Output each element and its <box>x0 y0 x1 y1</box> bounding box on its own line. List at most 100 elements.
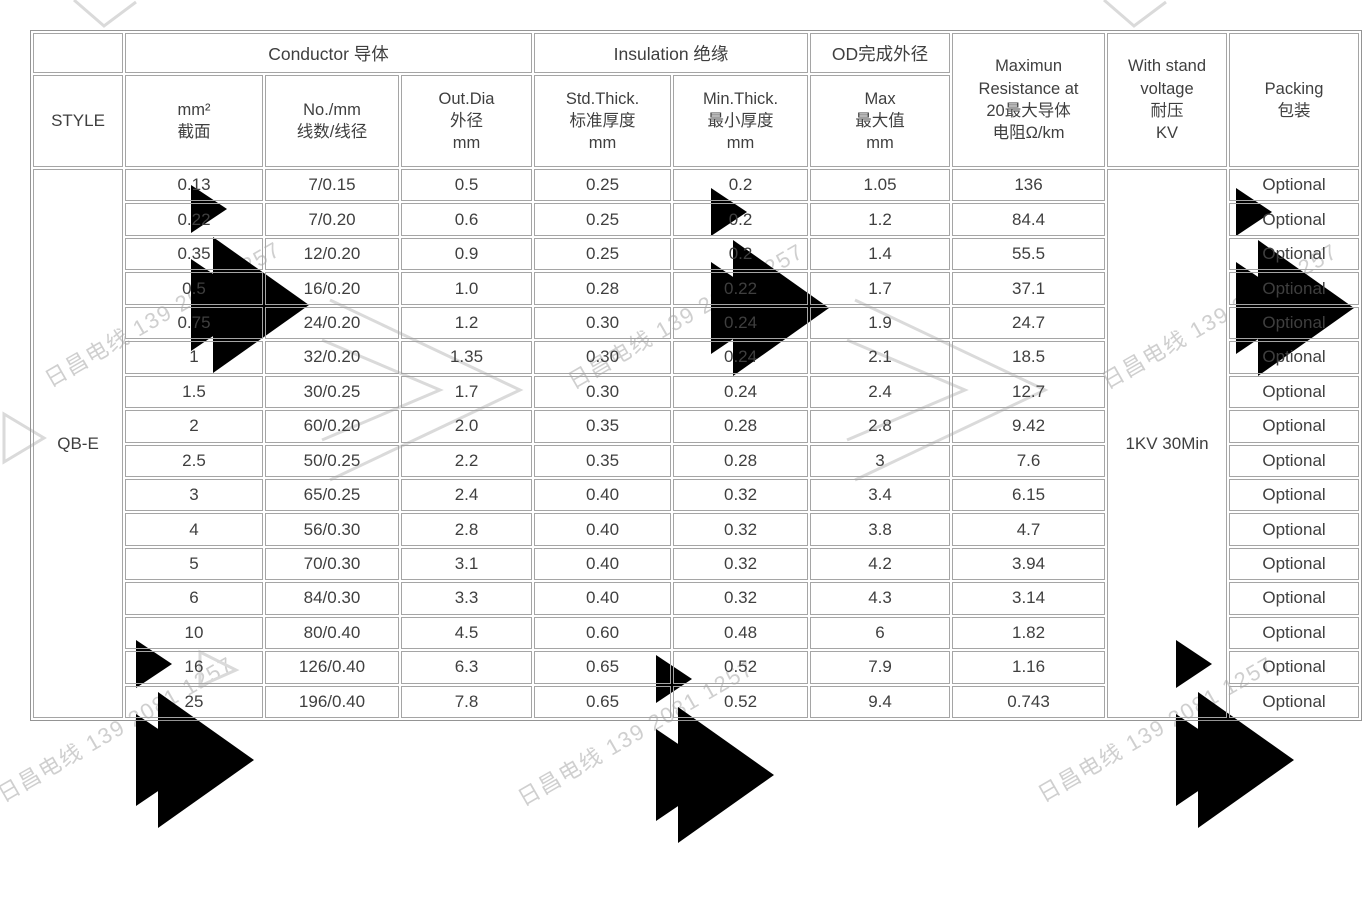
table-row: 10 80/0.40 4.5 0.60 0.48 6 1.82 Optional <box>33 616 1360 650</box>
data-cell: 0.24 <box>673 306 809 340</box>
data-cell: 0.40 <box>534 513 672 546</box>
data-cell: 4.5 <box>401 616 533 650</box>
data-cell: 0.48 <box>673 616 809 650</box>
data-cell: 4.3 <box>810 582 951 615</box>
data-cell: 0.25 <box>534 237 672 271</box>
packing-cell: Optional <box>1229 272 1360 305</box>
data-cell: 0.2 <box>673 203 809 236</box>
header-style: STYLE <box>33 75 123 167</box>
data-cell: 0.35 <box>125 237 263 271</box>
data-cell: 1.9 <box>810 306 951 340</box>
data-cell: 0.25 <box>534 203 672 236</box>
data-cell: 1.05 <box>810 169 951 202</box>
data-cell: 0.22 <box>673 272 809 305</box>
data-cell: 4 <box>125 513 263 546</box>
data-cell: 0.65 <box>534 685 672 718</box>
data-cell: 0.32 <box>673 513 809 546</box>
data-cell: 0.5 <box>125 272 263 305</box>
data-cell: 0.30 <box>534 341 672 374</box>
data-cell: 0.2 <box>673 169 809 202</box>
data-cell: 7/0.20 <box>265 203 399 236</box>
packing-cell: Optional <box>1229 444 1360 477</box>
data-cell: 6 <box>125 582 263 615</box>
packing-cell: Optional <box>1229 685 1360 718</box>
data-cell: 1.2 <box>401 306 533 340</box>
data-cell: 0.6 <box>401 203 533 236</box>
watermark-triangle-icon <box>73 0 137 28</box>
data-cell: 1.82 <box>952 616 1106 650</box>
data-cell: 0.75 <box>125 306 263 340</box>
packing-cell: Optional <box>1229 547 1360 581</box>
data-cell: 3.3 <box>401 582 533 615</box>
data-cell: 6.15 <box>952 478 1106 512</box>
data-cell: 1.16 <box>952 651 1106 684</box>
data-cell: 0.32 <box>673 582 809 615</box>
data-cell: 3.94 <box>952 547 1106 581</box>
data-cell: 0.5 <box>401 169 533 202</box>
data-cell: 0.52 <box>673 685 809 718</box>
data-cell: 55.5 <box>952 237 1106 271</box>
data-cell: 196/0.40 <box>265 685 399 718</box>
withstand-cell: 1KV 30Min <box>1107 169 1228 718</box>
data-cell: 6.3 <box>401 651 533 684</box>
data-cell: 1.35 <box>401 341 533 374</box>
header-no-mm: No./mm 线数/线径 <box>265 75 399 167</box>
cable-spec-table: Conductor 导体 Insulation 绝缘 OD完成外径 Maximu… <box>30 30 1363 721</box>
data-cell: 3 <box>810 444 951 477</box>
data-cell: 7.6 <box>952 444 1106 477</box>
packing-cell: Optional <box>1229 169 1360 202</box>
data-cell: 16 <box>125 651 263 684</box>
data-cell: 0.60 <box>534 616 672 650</box>
data-cell: 18.5 <box>952 341 1106 374</box>
data-cell: 84.4 <box>952 203 1106 236</box>
data-cell: 0.40 <box>534 582 672 615</box>
data-cell: 2.4 <box>401 478 533 512</box>
data-cell: 1.5 <box>125 375 263 409</box>
data-cell: 3.14 <box>952 582 1106 615</box>
header-mm2: mm² 截面 <box>125 75 263 167</box>
data-cell: 3.4 <box>810 478 951 512</box>
data-cell: 126/0.40 <box>265 651 399 684</box>
packing-cell: Optional <box>1229 306 1360 340</box>
data-cell: 1.7 <box>810 272 951 305</box>
data-cell: 60/0.20 <box>265 410 399 443</box>
header-std-thick: Std.Thick. 标准厚度 mm <box>534 75 672 167</box>
data-cell: 0.28 <box>534 272 672 305</box>
packing-cell: Optional <box>1229 478 1360 512</box>
data-cell: 0.22 <box>125 203 263 236</box>
data-cell: 2.1 <box>810 341 951 374</box>
packing-cell: Optional <box>1229 616 1360 650</box>
packing-cell: Optional <box>1229 203 1360 236</box>
data-cell: 10 <box>125 616 263 650</box>
data-cell: 3 <box>125 478 263 512</box>
data-cell: 37.1 <box>952 272 1106 305</box>
data-cell: 7.8 <box>401 685 533 718</box>
data-cell: 0.65 <box>534 651 672 684</box>
data-cell: 2.4 <box>810 375 951 409</box>
data-cell: 7.9 <box>810 651 951 684</box>
data-cell: 70/0.30 <box>265 547 399 581</box>
data-cell: 1.4 <box>810 237 951 271</box>
data-cell: 24.7 <box>952 306 1106 340</box>
data-cell: 0.35 <box>534 444 672 477</box>
packing-cell: Optional <box>1229 375 1360 409</box>
packing-cell: Optional <box>1229 513 1360 546</box>
data-cell: 2.0 <box>401 410 533 443</box>
data-cell: 16/0.20 <box>265 272 399 305</box>
data-cell: 84/0.30 <box>265 582 399 615</box>
packing-cell: Optional <box>1229 651 1360 684</box>
table-row: 4 56/0.30 2.8 0.40 0.32 3.8 4.7 Optional <box>33 513 1360 546</box>
data-cell: 1 <box>125 341 263 374</box>
packing-cell: Optional <box>1229 237 1360 271</box>
header-group-row: Conductor 导体 Insulation 绝缘 OD完成外径 Maximu… <box>33 33 1360 167</box>
header-od-group: OD完成外径 <box>810 33 951 73</box>
header-outdia: Out.Dia 外径 mm <box>401 75 533 167</box>
data-cell: 0.40 <box>534 547 672 581</box>
data-cell: 0.52 <box>673 651 809 684</box>
data-cell: 0.9 <box>401 237 533 271</box>
packing-cell: Optional <box>1229 341 1360 374</box>
data-cell: 0.28 <box>673 444 809 477</box>
data-cell: 0.32 <box>673 547 809 581</box>
header-min-thick: Min.Thick. 最小厚度 mm <box>673 75 809 167</box>
data-cell: 5 <box>125 547 263 581</box>
